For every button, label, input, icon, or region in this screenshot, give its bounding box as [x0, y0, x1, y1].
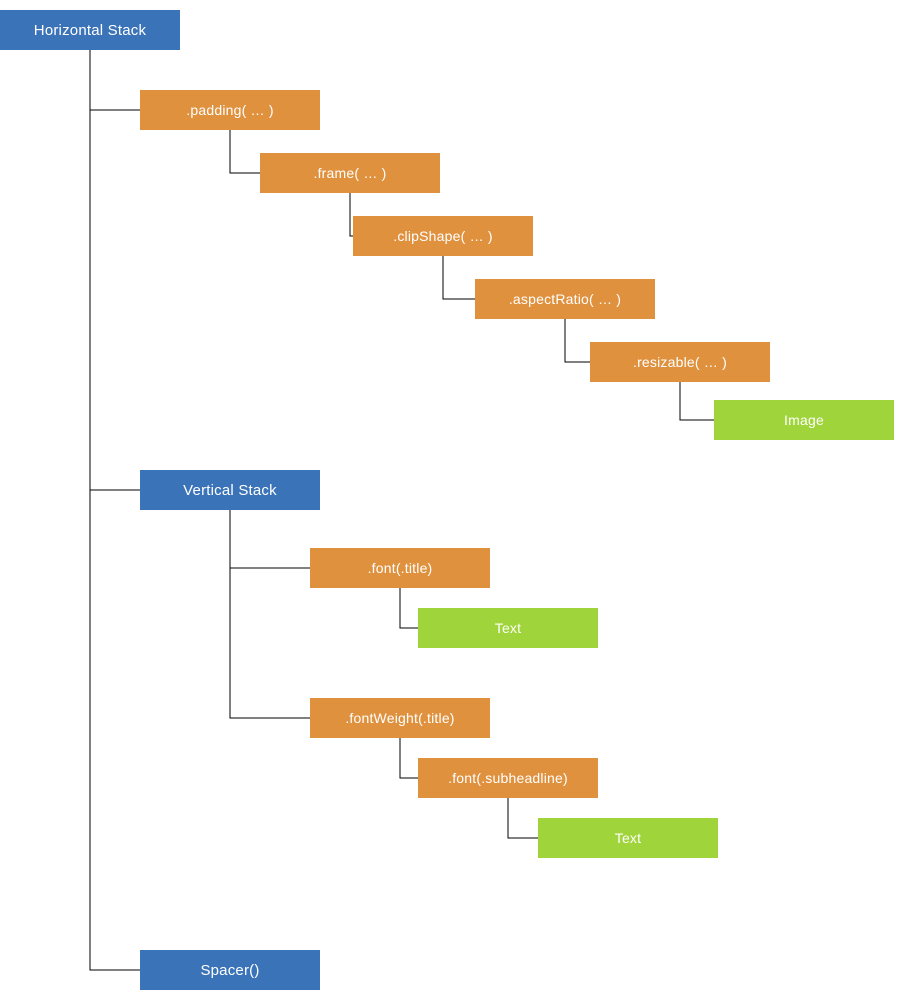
node-label: Spacer() [200, 962, 259, 979]
node-label: .fontWeight(.title) [345, 710, 454, 726]
node-fonttitle: .font(.title) [310, 548, 490, 588]
node-clipshape: .clipShape( … ) [353, 216, 533, 256]
edge-hstack-to-spacer [90, 50, 140, 970]
edge-hstack-to-padding [90, 50, 140, 110]
node-label: .font(.title) [368, 560, 433, 576]
node-text1: Text [418, 608, 598, 648]
edge-vstack-to-fontweight [230, 510, 310, 718]
node-image: Image [714, 400, 894, 440]
node-label: Horizontal Stack [34, 22, 146, 39]
node-fontsub: .font(.subheadline) [418, 758, 598, 798]
node-label: .aspectRatio( … ) [509, 291, 621, 307]
node-hstack: Horizontal Stack [0, 10, 180, 50]
edge-fonttitle-to-text1 [400, 588, 418, 628]
edge-aspect-to-resizable [565, 319, 590, 362]
node-label: Text [615, 830, 641, 846]
edge-padding-to-frame [230, 130, 260, 173]
node-label: .clipShape( … ) [393, 228, 492, 244]
node-label: .frame( … ) [314, 165, 387, 181]
diagram-canvas: Horizontal Stack .padding( … ) .frame( … )… [0, 0, 900, 1000]
node-spacer: Spacer() [140, 950, 320, 990]
node-padding: .padding( … ) [140, 90, 320, 130]
node-label: Vertical Stack [183, 482, 277, 499]
edge-vstack-to-fonttitle [230, 510, 310, 568]
edge-hstack-to-vstack [90, 50, 140, 490]
node-text2: Text [538, 818, 718, 858]
node-label: .padding( … ) [186, 102, 273, 118]
edge-layer [0, 0, 900, 1000]
node-frame: .frame( … ) [260, 153, 440, 193]
node-label: Image [784, 412, 824, 428]
node-label: Text [495, 620, 521, 636]
edge-clipshape-to-aspect [443, 256, 475, 299]
edge-resizable-to-image [680, 382, 714, 420]
node-aspect: .aspectRatio( … ) [475, 279, 655, 319]
edge-fontweight-to-fontsub [400, 738, 418, 778]
edge-fontsub-to-text2 [508, 798, 538, 838]
node-vstack: Vertical Stack [140, 470, 320, 510]
node-label: .resizable( … ) [633, 354, 727, 370]
node-label: .font(.subheadline) [448, 770, 568, 786]
node-fontweight: .fontWeight(.title) [310, 698, 490, 738]
node-resizable: .resizable( … ) [590, 342, 770, 382]
